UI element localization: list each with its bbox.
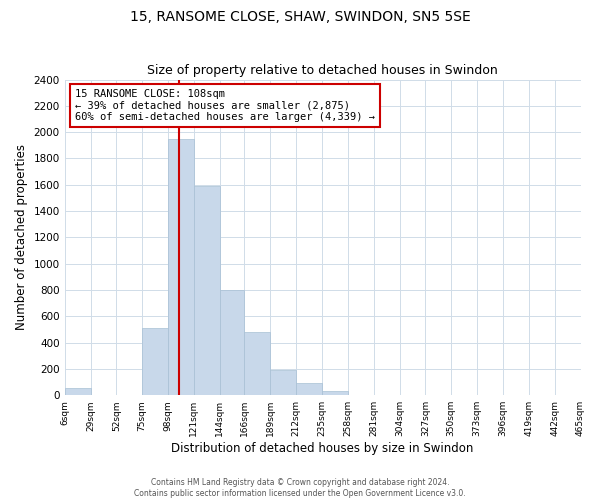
Title: Size of property relative to detached houses in Swindon: Size of property relative to detached ho…: [147, 64, 498, 77]
Bar: [244, 332, 271, 395]
Bar: [194, 186, 220, 395]
Text: 15 RANSOME CLOSE: 108sqm
← 39% of detached houses are smaller (2,875)
60% of sem: 15 RANSOME CLOSE: 108sqm ← 39% of detach…: [75, 89, 375, 122]
Bar: [271, 370, 296, 395]
Bar: [322, 392, 348, 395]
Bar: [296, 384, 322, 395]
Text: Contains HM Land Registry data © Crown copyright and database right 2024.
Contai: Contains HM Land Registry data © Crown c…: [134, 478, 466, 498]
Bar: [65, 388, 91, 395]
Bar: [142, 328, 168, 395]
X-axis label: Distribution of detached houses by size in Swindon: Distribution of detached houses by size …: [172, 442, 474, 455]
Bar: [168, 138, 194, 395]
Text: 15, RANSOME CLOSE, SHAW, SWINDON, SN5 5SE: 15, RANSOME CLOSE, SHAW, SWINDON, SN5 5S…: [130, 10, 470, 24]
Y-axis label: Number of detached properties: Number of detached properties: [15, 144, 28, 330]
Bar: [220, 290, 244, 395]
